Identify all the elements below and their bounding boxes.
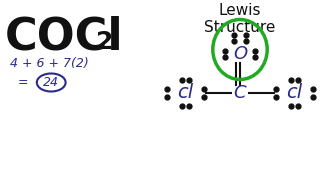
Text: =: =	[18, 76, 28, 89]
Text: 24: 24	[43, 76, 59, 89]
Text: 2: 2	[96, 30, 113, 54]
Text: COCl: COCl	[5, 15, 124, 58]
Text: cl: cl	[178, 84, 194, 102]
Text: 4 + 6 + 7(2): 4 + 6 + 7(2)	[10, 57, 88, 69]
Text: cl: cl	[286, 84, 302, 102]
Text: O: O	[233, 45, 247, 63]
Text: C: C	[234, 84, 246, 102]
Text: Lewis
Structure: Lewis Structure	[204, 3, 276, 35]
